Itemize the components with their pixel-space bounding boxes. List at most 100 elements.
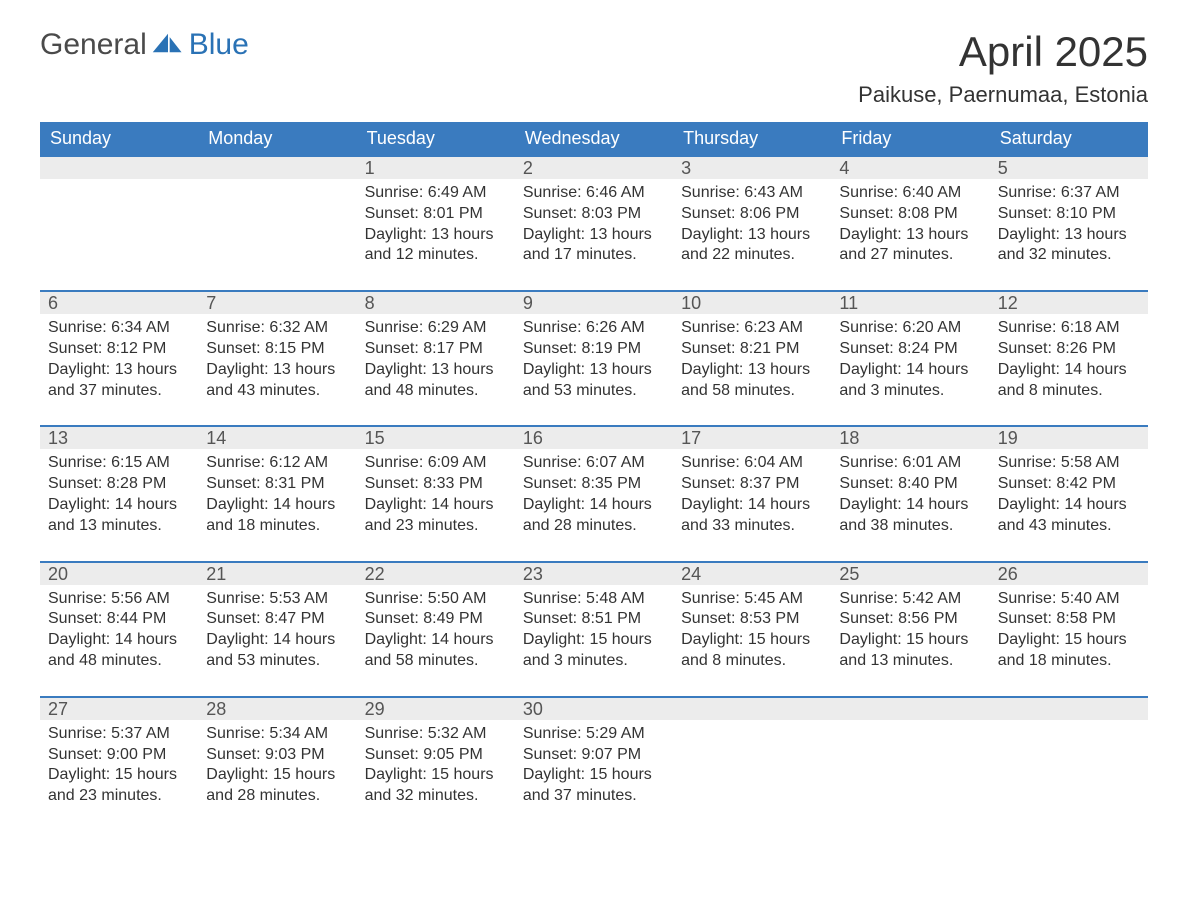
week-row: 27Sunrise: 5:37 AMSunset: 9:00 PMDayligh…: [40, 696, 1148, 831]
day-cell: 2Sunrise: 6:46 AMSunset: 8:03 PMDaylight…: [515, 155, 673, 290]
day-cell: 22Sunrise: 5:50 AMSunset: 8:49 PMDayligh…: [357, 561, 515, 696]
day-cell: [40, 155, 198, 290]
daylight-text: Daylight: 13 hours and 58 minutes.: [681, 360, 823, 402]
sunset-text: Sunset: 8:03 PM: [523, 204, 665, 225]
day-number: 8: [357, 290, 515, 314]
sunrise-text: Sunrise: 6:43 AM: [681, 183, 823, 204]
sunrise-text: Sunrise: 5:56 AM: [48, 589, 190, 610]
day-details: [673, 720, 831, 816]
day-number: 6: [40, 290, 198, 314]
logo-text-gray: General: [40, 28, 147, 62]
day-cell: 3Sunrise: 6:43 AMSunset: 8:06 PMDaylight…: [673, 155, 831, 290]
calendar-body: 1Sunrise: 6:49 AMSunset: 8:01 PMDaylight…: [40, 155, 1148, 831]
daylight-text: Daylight: 14 hours and 53 minutes.: [206, 630, 348, 672]
week-row: 20Sunrise: 5:56 AMSunset: 8:44 PMDayligh…: [40, 561, 1148, 696]
day-details: Sunrise: 6:32 AMSunset: 8:15 PMDaylight:…: [198, 314, 356, 425]
day-number: 25: [831, 561, 989, 585]
sunrise-text: Sunrise: 6:15 AM: [48, 453, 190, 474]
sunset-text: Sunset: 8:12 PM: [48, 339, 190, 360]
day-cell: 15Sunrise: 6:09 AMSunset: 8:33 PMDayligh…: [357, 425, 515, 560]
sunset-text: Sunset: 8:17 PM: [365, 339, 507, 360]
sunrise-text: Sunrise: 5:37 AM: [48, 724, 190, 745]
day-details: Sunrise: 5:56 AMSunset: 8:44 PMDaylight:…: [40, 585, 198, 696]
sunset-text: Sunset: 8:31 PM: [206, 474, 348, 495]
daylight-text: Daylight: 14 hours and 8 minutes.: [998, 360, 1140, 402]
sunrise-text: Sunrise: 6:07 AM: [523, 453, 665, 474]
day-cell: 20Sunrise: 5:56 AMSunset: 8:44 PMDayligh…: [40, 561, 198, 696]
weekday-header: Saturday: [990, 122, 1148, 155]
day-cell: 12Sunrise: 6:18 AMSunset: 8:26 PMDayligh…: [990, 290, 1148, 425]
day-details: Sunrise: 5:45 AMSunset: 8:53 PMDaylight:…: [673, 585, 831, 696]
sunrise-text: Sunrise: 5:40 AM: [998, 589, 1140, 610]
day-details: Sunrise: 5:29 AMSunset: 9:07 PMDaylight:…: [515, 720, 673, 831]
day-cell: 17Sunrise: 6:04 AMSunset: 8:37 PMDayligh…: [673, 425, 831, 560]
day-details: Sunrise: 6:26 AMSunset: 8:19 PMDaylight:…: [515, 314, 673, 425]
day-details: Sunrise: 6:46 AMSunset: 8:03 PMDaylight:…: [515, 179, 673, 290]
day-cell: 19Sunrise: 5:58 AMSunset: 8:42 PMDayligh…: [990, 425, 1148, 560]
sunset-text: Sunset: 9:07 PM: [523, 745, 665, 766]
sunrise-text: Sunrise: 6:40 AM: [839, 183, 981, 204]
day-cell: 8Sunrise: 6:29 AMSunset: 8:17 PMDaylight…: [357, 290, 515, 425]
sunset-text: Sunset: 8:47 PM: [206, 609, 348, 630]
daylight-text: Daylight: 14 hours and 3 minutes.: [839, 360, 981, 402]
weekday-header: Friday: [831, 122, 989, 155]
sunset-text: Sunset: 8:33 PM: [365, 474, 507, 495]
day-cell: 26Sunrise: 5:40 AMSunset: 8:58 PMDayligh…: [990, 561, 1148, 696]
daylight-text: Daylight: 14 hours and 13 minutes.: [48, 495, 190, 537]
day-number: 14: [198, 425, 356, 449]
day-number: 13: [40, 425, 198, 449]
sunrise-text: Sunrise: 5:34 AM: [206, 724, 348, 745]
day-details: Sunrise: 6:49 AMSunset: 8:01 PMDaylight:…: [357, 179, 515, 290]
day-details: Sunrise: 6:01 AMSunset: 8:40 PMDaylight:…: [831, 449, 989, 560]
daylight-text: Daylight: 13 hours and 22 minutes.: [681, 225, 823, 267]
sunset-text: Sunset: 8:44 PM: [48, 609, 190, 630]
day-details: Sunrise: 5:40 AMSunset: 8:58 PMDaylight:…: [990, 585, 1148, 696]
day-details: Sunrise: 5:37 AMSunset: 9:00 PMDaylight:…: [40, 720, 198, 831]
day-number: [673, 696, 831, 720]
sail-icon: [151, 28, 185, 62]
day-number: 7: [198, 290, 356, 314]
sunrise-text: Sunrise: 5:42 AM: [839, 589, 981, 610]
location-text: Paikuse, Paernumaa, Estonia: [858, 82, 1148, 108]
day-details: Sunrise: 6:18 AMSunset: 8:26 PMDaylight:…: [990, 314, 1148, 425]
day-details: Sunrise: 5:42 AMSunset: 8:56 PMDaylight:…: [831, 585, 989, 696]
day-details: Sunrise: 6:40 AMSunset: 8:08 PMDaylight:…: [831, 179, 989, 290]
day-cell: 11Sunrise: 6:20 AMSunset: 8:24 PMDayligh…: [831, 290, 989, 425]
day-number: 29: [357, 696, 515, 720]
sunrise-text: Sunrise: 6:12 AM: [206, 453, 348, 474]
day-details: Sunrise: 6:07 AMSunset: 8:35 PMDaylight:…: [515, 449, 673, 560]
day-cell: [990, 696, 1148, 831]
daylight-text: Daylight: 14 hours and 38 minutes.: [839, 495, 981, 537]
day-number: [990, 696, 1148, 720]
day-number: 30: [515, 696, 673, 720]
day-cell: 16Sunrise: 6:07 AMSunset: 8:35 PMDayligh…: [515, 425, 673, 560]
day-cell: 29Sunrise: 5:32 AMSunset: 9:05 PMDayligh…: [357, 696, 515, 831]
daylight-text: Daylight: 15 hours and 32 minutes.: [365, 765, 507, 807]
sunset-text: Sunset: 8:53 PM: [681, 609, 823, 630]
daylight-text: Daylight: 15 hours and 28 minutes.: [206, 765, 348, 807]
day-details: Sunrise: 6:04 AMSunset: 8:37 PMDaylight:…: [673, 449, 831, 560]
sunset-text: Sunset: 8:58 PM: [998, 609, 1140, 630]
daylight-text: Daylight: 15 hours and 3 minutes.: [523, 630, 665, 672]
daylight-text: Daylight: 13 hours and 43 minutes.: [206, 360, 348, 402]
day-number: 28: [198, 696, 356, 720]
day-details: Sunrise: 6:15 AMSunset: 8:28 PMDaylight:…: [40, 449, 198, 560]
day-number: 22: [357, 561, 515, 585]
sunset-text: Sunset: 8:15 PM: [206, 339, 348, 360]
day-number: 27: [40, 696, 198, 720]
day-cell: 30Sunrise: 5:29 AMSunset: 9:07 PMDayligh…: [515, 696, 673, 831]
sunrise-text: Sunrise: 6:49 AM: [365, 183, 507, 204]
sunrise-text: Sunrise: 6:29 AM: [365, 318, 507, 339]
sunset-text: Sunset: 8:19 PM: [523, 339, 665, 360]
daylight-text: Daylight: 14 hours and 33 minutes.: [681, 495, 823, 537]
sunrise-text: Sunrise: 6:20 AM: [839, 318, 981, 339]
day-cell: 14Sunrise: 6:12 AMSunset: 8:31 PMDayligh…: [198, 425, 356, 560]
day-cell: 24Sunrise: 5:45 AMSunset: 8:53 PMDayligh…: [673, 561, 831, 696]
sunset-text: Sunset: 8:49 PM: [365, 609, 507, 630]
brand-logo: General Blue: [40, 28, 249, 62]
day-details: Sunrise: 6:34 AMSunset: 8:12 PMDaylight:…: [40, 314, 198, 425]
daylight-text: Daylight: 15 hours and 18 minutes.: [998, 630, 1140, 672]
daylight-text: Daylight: 14 hours and 48 minutes.: [48, 630, 190, 672]
day-cell: 7Sunrise: 6:32 AMSunset: 8:15 PMDaylight…: [198, 290, 356, 425]
sunrise-text: Sunrise: 6:09 AM: [365, 453, 507, 474]
